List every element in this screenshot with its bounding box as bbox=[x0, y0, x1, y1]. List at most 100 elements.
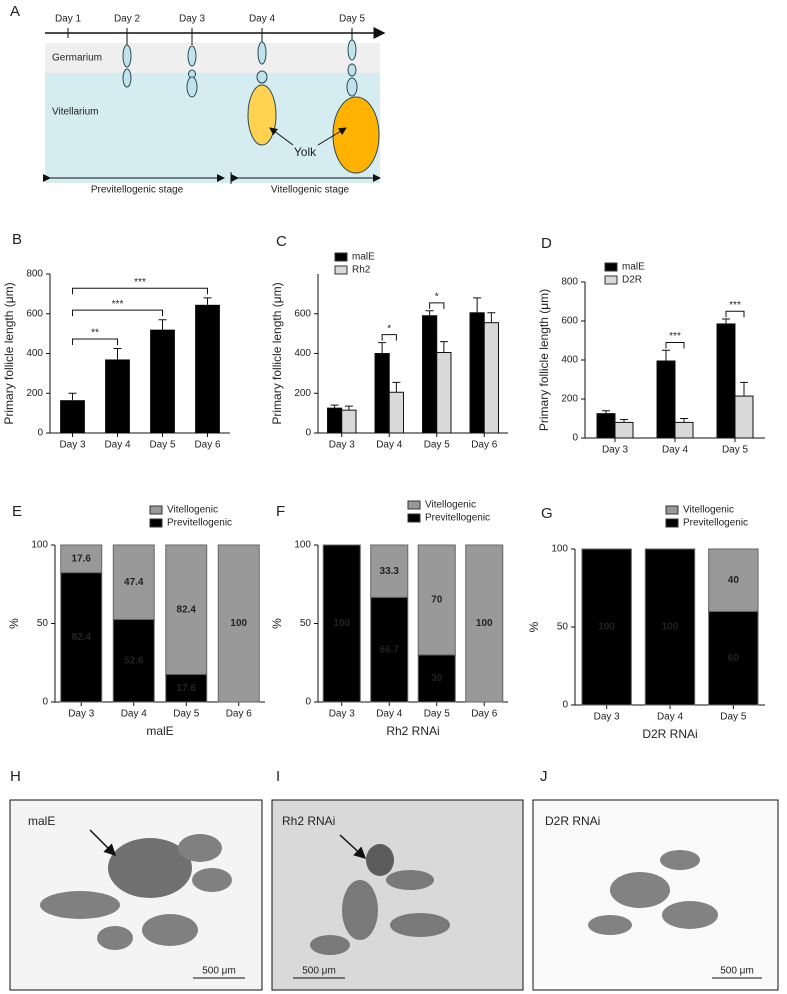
bar-segment bbox=[370, 596, 409, 703]
significance-bracket bbox=[381, 334, 397, 341]
day-label: Day 1 bbox=[55, 14, 82, 25]
yolk-arrow bbox=[317, 127, 347, 146]
error-bar bbox=[113, 348, 122, 360]
legend-label: malE bbox=[352, 252, 375, 263]
significance-label: *** bbox=[112, 299, 124, 310]
legend-swatch bbox=[334, 252, 348, 262]
x-tick-label: Day 3 bbox=[329, 709, 356, 720]
region-label: Germarium bbox=[52, 53, 102, 64]
panel-label: J bbox=[540, 768, 548, 785]
bar-segment bbox=[112, 544, 155, 620]
legend-label: Previtellogenic bbox=[425, 513, 490, 524]
micrograph-frame bbox=[271, 799, 524, 991]
legend-label: Rh2 bbox=[352, 265, 371, 276]
x-tick-label: Day 5 bbox=[173, 709, 200, 720]
x-tick-label: Day 5 bbox=[149, 440, 176, 451]
significance-label: *** bbox=[729, 300, 741, 311]
y-tick-label: 50 bbox=[37, 618, 49, 629]
y-tick-label: 200 bbox=[26, 388, 43, 399]
panel-label: A bbox=[10, 3, 20, 20]
x-tick-label: Day 4 bbox=[104, 440, 131, 451]
y-axis-label: % bbox=[270, 618, 284, 629]
significance-bracket bbox=[72, 309, 163, 317]
value-label: 30 bbox=[431, 673, 443, 684]
legend-swatch bbox=[407, 513, 421, 523]
significance-label: *** bbox=[134, 277, 146, 288]
legend-swatch bbox=[665, 505, 679, 515]
panel-label: H bbox=[10, 768, 21, 785]
legend-label: Previtellogenic bbox=[683, 518, 748, 529]
bar bbox=[436, 352, 452, 434]
day-label: Day 5 bbox=[339, 14, 366, 25]
significance-bracket bbox=[72, 287, 208, 295]
panel-label: B bbox=[12, 231, 22, 248]
y-tick-label: 400 bbox=[294, 348, 311, 359]
tissue bbox=[40, 834, 718, 955]
yolk-label: Yolk bbox=[294, 145, 317, 159]
bar-segment bbox=[708, 548, 759, 612]
bar-segment bbox=[112, 618, 155, 703]
bar bbox=[341, 409, 357, 434]
y-tick-label: 600 bbox=[294, 308, 311, 319]
day-label: Day 3 bbox=[179, 14, 206, 25]
value-label: 60 bbox=[728, 653, 740, 664]
yolk-arrow bbox=[269, 127, 294, 146]
x-tick-label: Day 3 bbox=[602, 445, 629, 456]
bar bbox=[614, 421, 634, 439]
x-axis-label: malE bbox=[146, 724, 173, 738]
value-label: 100 bbox=[476, 618, 493, 629]
significance-label: * bbox=[387, 323, 391, 334]
bar bbox=[734, 395, 754, 439]
scale-label: 500 μm bbox=[302, 966, 336, 977]
micrograph-caption: D2R RNAi bbox=[545, 814, 600, 828]
y-tick-label: 100 bbox=[31, 540, 48, 551]
value-label: 82.4 bbox=[72, 632, 92, 643]
y-tick-label: 100 bbox=[551, 544, 568, 555]
day-label: Day 2 bbox=[114, 14, 141, 25]
y-tick-label: 400 bbox=[26, 348, 43, 359]
value-label: 70 bbox=[431, 595, 443, 606]
x-tick-label: Day 3 bbox=[594, 712, 621, 723]
y-tick-label: 0 bbox=[37, 428, 43, 439]
x-tick-label: Day 4 bbox=[662, 445, 689, 456]
error-bar bbox=[158, 319, 167, 330]
legend-label: D2R bbox=[622, 275, 642, 286]
panel-label: D bbox=[541, 235, 552, 252]
y-tick-label: 600 bbox=[561, 316, 578, 327]
scale-label: 500 μm bbox=[720, 966, 754, 977]
value-label: 100 bbox=[662, 622, 679, 633]
bar bbox=[388, 391, 404, 434]
panel-label: G bbox=[541, 505, 553, 522]
value-label: 100 bbox=[230, 618, 247, 629]
legend-swatch bbox=[407, 500, 421, 510]
error-bar bbox=[722, 318, 730, 324]
x-tick-label: Day 4 bbox=[121, 709, 148, 720]
value-label: 52.6 bbox=[124, 655, 144, 666]
legend-label: malE bbox=[622, 262, 645, 273]
error-bar bbox=[487, 312, 496, 323]
bar bbox=[327, 407, 343, 434]
bar-segment bbox=[322, 544, 361, 703]
value-label: 17.6 bbox=[72, 553, 92, 564]
x-axis-label: D2R RNAi bbox=[642, 727, 697, 741]
y-tick-label: 0 bbox=[572, 433, 578, 444]
x-tick-label: Day 6 bbox=[226, 709, 253, 720]
bar-segment bbox=[217, 544, 260, 703]
micrographs: H I J malE Rh2 RNAi D2R RNAi 500 μm 500 … bbox=[9, 768, 779, 991]
x-tick-label: Day 4 bbox=[657, 712, 684, 723]
significance-label: * bbox=[435, 291, 439, 302]
legend-swatch bbox=[334, 265, 348, 275]
y-axis-label: % bbox=[527, 621, 541, 632]
bar bbox=[60, 400, 85, 433]
y-axis-label: Primary follicle length (μm) bbox=[537, 289, 551, 431]
significance-label: ** bbox=[91, 328, 99, 339]
bar-segment bbox=[465, 544, 504, 703]
error-bar bbox=[425, 310, 434, 316]
day-label: Day 4 bbox=[249, 14, 276, 25]
x-tick-label: Day 6 bbox=[194, 440, 221, 451]
x-tick-label: Day 3 bbox=[59, 440, 86, 451]
y-tick-label: 400 bbox=[561, 355, 578, 366]
legend-swatch bbox=[604, 262, 618, 272]
panel-label: E bbox=[12, 503, 22, 520]
